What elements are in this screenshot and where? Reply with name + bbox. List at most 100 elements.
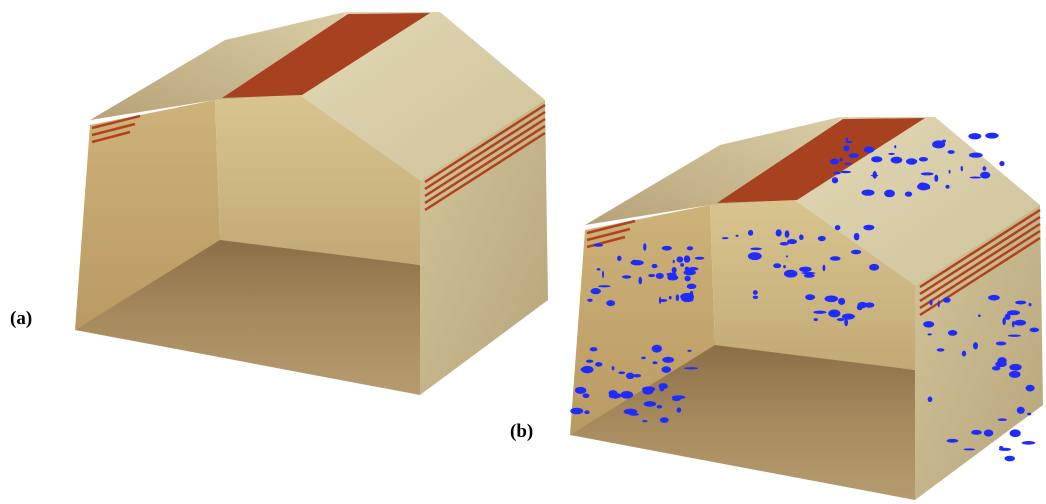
blue-spot bbox=[822, 265, 825, 272]
blue-spot bbox=[595, 362, 602, 367]
blue-spot bbox=[830, 256, 841, 261]
blue-spot bbox=[996, 342, 1007, 346]
blue-spot bbox=[750, 248, 762, 251]
blue-spot bbox=[861, 190, 874, 196]
blue-spot bbox=[929, 300, 932, 306]
blue-spot bbox=[998, 418, 1007, 421]
blue-spot bbox=[888, 153, 895, 155]
blue-spot bbox=[984, 429, 994, 436]
blue-spot bbox=[617, 256, 622, 261]
blue-spot bbox=[656, 273, 664, 279]
blue-spot bbox=[999, 448, 1011, 451]
blue-spot bbox=[942, 140, 946, 143]
blue-spot bbox=[658, 383, 667, 389]
blue-spot bbox=[643, 243, 646, 251]
blue-spot bbox=[644, 401, 657, 406]
blue-spot bbox=[906, 158, 917, 164]
blue-spot bbox=[948, 150, 955, 154]
blue-spot bbox=[606, 300, 615, 306]
blue-spot bbox=[685, 267, 690, 271]
blue-spot bbox=[684, 367, 698, 369]
blue-spot bbox=[854, 233, 860, 241]
blue-spot bbox=[963, 448, 975, 450]
blue-spot bbox=[669, 296, 672, 300]
blue-spot bbox=[748, 230, 753, 236]
blue-spot bbox=[684, 255, 690, 262]
blue-spot bbox=[695, 257, 705, 260]
blue-spot bbox=[980, 172, 990, 179]
blue-spot bbox=[680, 293, 694, 301]
model-a bbox=[75, 12, 548, 395]
blue-spot bbox=[1007, 310, 1020, 315]
blue-spot bbox=[684, 276, 690, 282]
blue-spot bbox=[687, 350, 691, 352]
blue-spot bbox=[801, 272, 815, 274]
blue-spot bbox=[773, 263, 781, 268]
blue-spot bbox=[676, 294, 679, 301]
blue-spot bbox=[982, 166, 986, 171]
blue-spot bbox=[818, 236, 826, 241]
blue-spot bbox=[633, 374, 641, 377]
blue-spot bbox=[672, 267, 677, 273]
blue-spot bbox=[748, 252, 762, 260]
blue-spot bbox=[652, 361, 657, 364]
blue-spot bbox=[641, 357, 646, 360]
blue-spot bbox=[780, 242, 789, 245]
panel-label: (a) bbox=[10, 308, 32, 329]
blue-spot bbox=[583, 393, 590, 398]
blue-spot bbox=[1005, 456, 1016, 462]
blue-spot bbox=[844, 319, 848, 327]
blue-spot bbox=[680, 263, 684, 267]
blue-spot bbox=[722, 237, 729, 239]
blue-spot bbox=[884, 190, 895, 198]
blue-spot bbox=[590, 347, 598, 351]
blue-spot bbox=[688, 267, 698, 271]
blue-spot bbox=[842, 314, 855, 320]
blue-spot bbox=[584, 410, 589, 414]
blue-spot bbox=[971, 430, 982, 435]
blue-spot bbox=[814, 318, 818, 321]
blue-spot bbox=[928, 333, 932, 335]
blue-spot bbox=[736, 235, 739, 237]
blue-spot bbox=[1015, 301, 1026, 305]
blue-spot bbox=[813, 311, 826, 314]
blue-spot bbox=[581, 367, 590, 372]
blue-spot bbox=[1009, 364, 1021, 371]
blue-spot bbox=[905, 191, 912, 196]
blue-spot bbox=[631, 260, 637, 265]
blue-spot bbox=[1008, 335, 1021, 337]
blue-spot bbox=[1009, 371, 1021, 378]
blue-spot bbox=[657, 405, 663, 409]
blue-spot bbox=[677, 256, 683, 262]
blue-spot bbox=[948, 330, 957, 336]
blue-spot bbox=[570, 408, 583, 415]
blue-spot bbox=[602, 271, 604, 278]
blue-spot bbox=[843, 145, 849, 151]
blue-spot bbox=[973, 342, 978, 349]
blue-spot bbox=[934, 175, 938, 182]
blue-spot bbox=[648, 274, 655, 277]
blue-spot bbox=[753, 296, 758, 299]
blue-spot bbox=[785, 230, 790, 238]
blue-spot bbox=[947, 439, 959, 443]
blue-spot bbox=[949, 170, 951, 174]
blue-spot bbox=[638, 277, 642, 285]
blue-spot bbox=[776, 229, 782, 236]
blue-spot bbox=[687, 284, 697, 289]
blue-spot bbox=[997, 357, 1006, 365]
blue-spot bbox=[783, 265, 786, 268]
blue-spot bbox=[828, 309, 840, 317]
blue-spot bbox=[786, 255, 788, 257]
blue-spot bbox=[1017, 407, 1025, 414]
blue-spot bbox=[626, 373, 634, 380]
figure: (a) (b) bbox=[0, 0, 1046, 504]
blue-spot bbox=[832, 177, 838, 183]
blue-spot bbox=[851, 250, 861, 255]
blue-spot bbox=[894, 145, 896, 148]
blue-spot bbox=[672, 395, 686, 399]
blue-spot bbox=[919, 157, 928, 161]
blue-spot bbox=[846, 141, 853, 143]
blue-spot bbox=[1027, 413, 1031, 416]
blue-spot bbox=[591, 288, 601, 294]
blue-spot bbox=[830, 159, 839, 165]
